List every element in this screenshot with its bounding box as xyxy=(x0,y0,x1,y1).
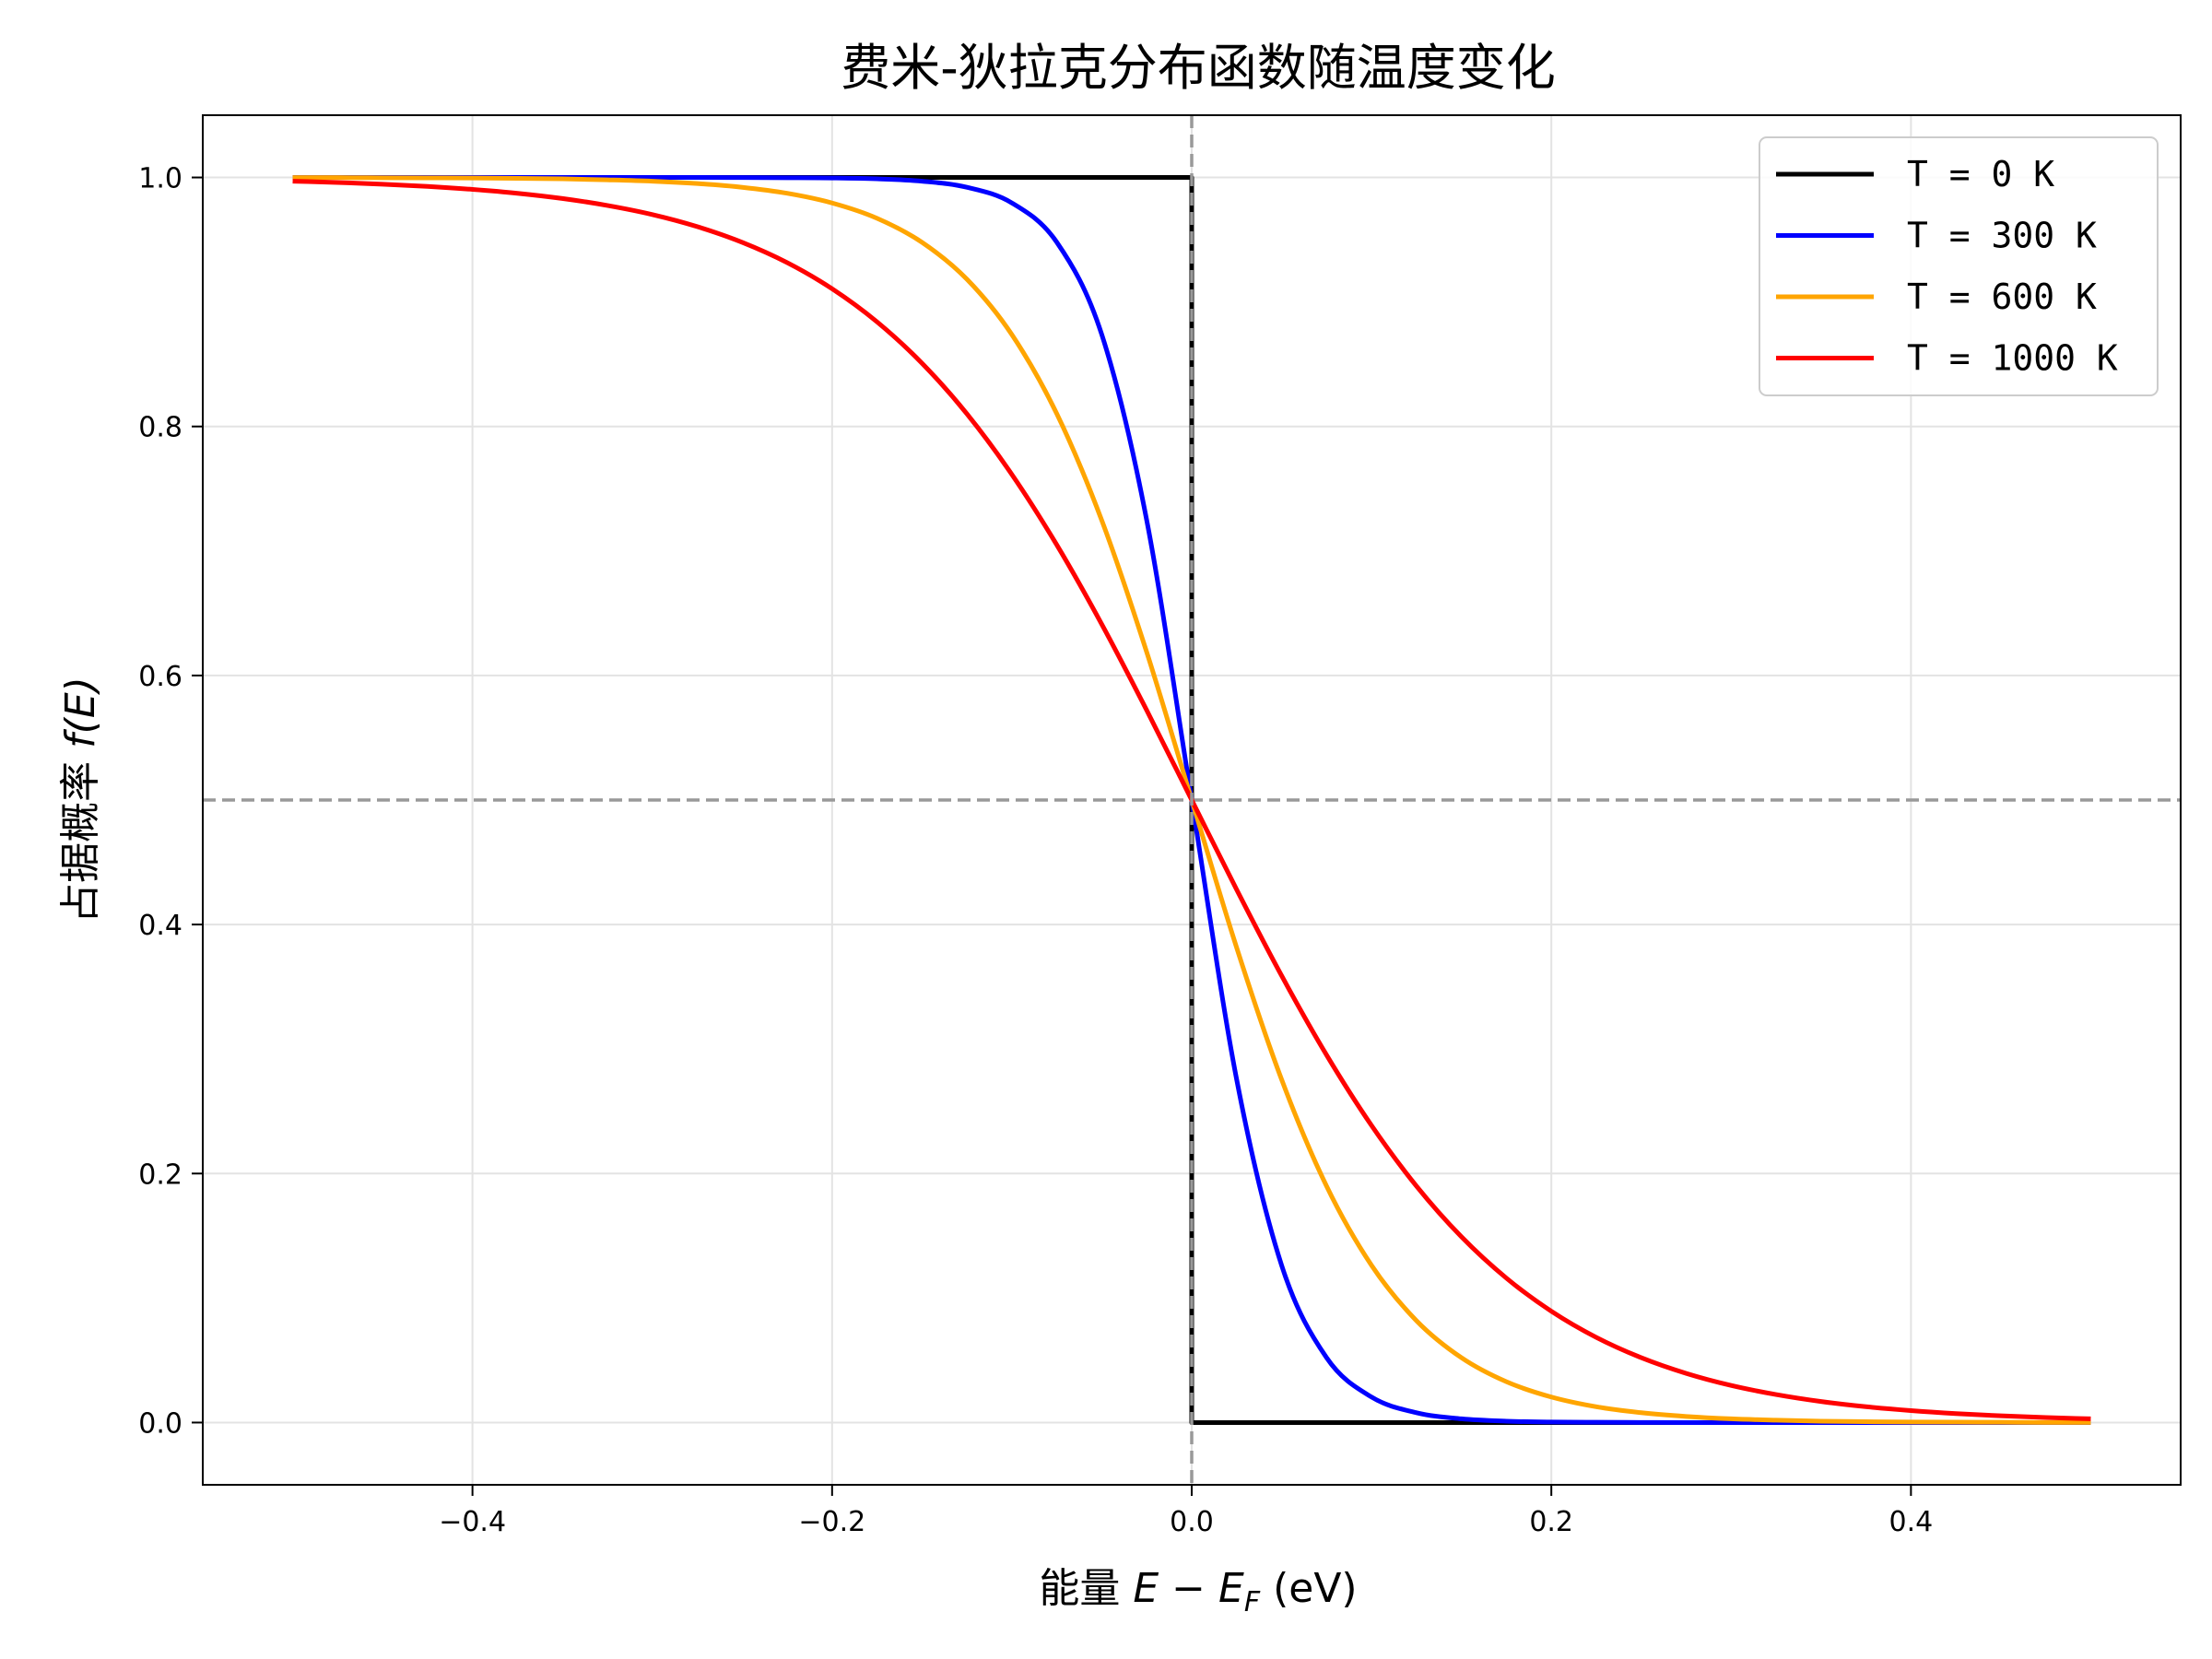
ticks: −0.4 −0.2 0.0 0.2 0.4 0.0 0.2 0.4 0.6 0.8 1.0 xyxy=(138,163,1933,1538)
x-tick-label: −0.4 xyxy=(439,1506,506,1538)
plot-area xyxy=(292,115,2091,1485)
y-tick-label: 0.4 xyxy=(138,910,182,942)
y-tick-label: 0.6 xyxy=(138,661,182,693)
y-tick-label: 0.2 xyxy=(138,1159,182,1191)
x-tick-label: 0.4 xyxy=(1889,1506,1934,1538)
legend-label: T = 300 K xyxy=(1907,216,2097,256)
legend-box xyxy=(1759,136,2159,396)
x-tick-label: 0.2 xyxy=(1529,1506,1573,1538)
chart-title: 费米-狄拉克分布函数随温度变化 xyxy=(841,39,1555,97)
x-axis-label: 能量 E − EF (eV) xyxy=(1039,1565,1357,1618)
y-tick-label: 1.0 xyxy=(138,163,182,195)
y-tick-label: 0.8 xyxy=(138,412,182,444)
y-tick-label: 0.0 xyxy=(138,1407,182,1440)
x-tick-label: −0.2 xyxy=(798,1506,865,1538)
y-axis-label: 占据概率 f(E) xyxy=(57,677,104,924)
legend-label: T = 0 K xyxy=(1907,154,2054,194)
x-tick-label: 0.0 xyxy=(1170,1506,1214,1538)
legend-label: T = 600 K xyxy=(1907,276,2097,317)
legend: T = 0 K T = 300 K T = 600 K T = 1000 K xyxy=(1759,136,2159,396)
legend-label: T = 1000 K xyxy=(1907,338,2118,379)
